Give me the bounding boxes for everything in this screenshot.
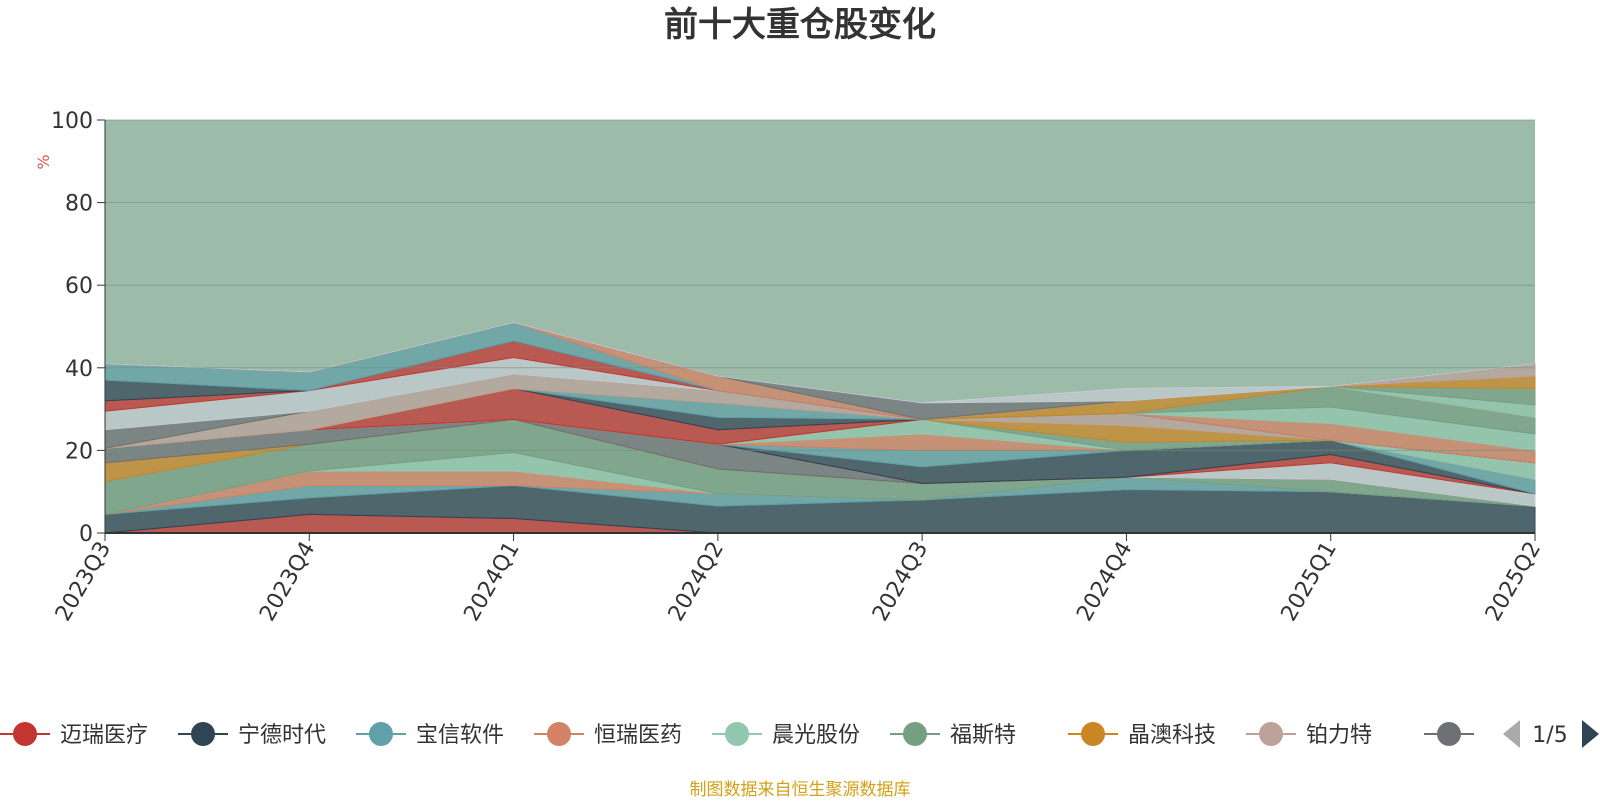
- x-tick-label: 2024Q4: [1072, 538, 1137, 626]
- y-tick-label: 40: [65, 357, 93, 382]
- legend-items: 迈瑞医疗宁德时代宝信软件恒瑞医药晨光股份福斯特晶澳科技铂力特奥特维: [0, 722, 1474, 748]
- y-tick-label: 60: [65, 274, 93, 299]
- y-tick-label: 0: [79, 522, 93, 547]
- legend-item-label: 宝信软件: [416, 723, 504, 748]
- legend-marker: [1081, 722, 1105, 746]
- legend: 迈瑞医疗宁德时代宝信软件恒瑞医药晨光股份福斯特晶澳科技铂力特奥特维1/5: [0, 720, 1599, 748]
- legend-marker: [191, 722, 215, 746]
- area-series-39: [104, 321, 1536, 404]
- legend-next-icon: [1582, 720, 1599, 748]
- legend-marker: [13, 722, 37, 746]
- x-tick-label: 2024Q2: [664, 538, 729, 626]
- gridlines: [105, 119, 1535, 451]
- x-tick-label: 2025Q2: [1481, 538, 1546, 626]
- legend-marker: [725, 722, 749, 746]
- x-tick-label: 2024Q1: [459, 538, 524, 626]
- chart-title: 前十大重仓股变化: [664, 5, 936, 45]
- legend-marker: [1437, 722, 1461, 746]
- legend-marker: [903, 722, 927, 746]
- source-note: 制图数据来自恒生聚源数据库: [690, 780, 911, 800]
- legend-marker: [547, 722, 571, 746]
- legend-item-label: 晶澳科技: [1128, 723, 1216, 748]
- y-axis-label: %: [34, 154, 53, 169]
- x-tick-label: 2023Q3: [51, 538, 116, 626]
- legend-item-label: 福斯特: [950, 723, 1016, 748]
- y-tick-label: 20: [65, 439, 93, 464]
- legend-item-label: 铂力特: [1306, 723, 1372, 748]
- legend-item-label: 晨光股份: [772, 723, 860, 748]
- x-tick-label: 2024Q3: [868, 538, 933, 626]
- legend-page-indicator: 1/5: [1532, 723, 1567, 748]
- legend-marker: [1259, 722, 1283, 746]
- legend-item-label: 恒瑞医药: [594, 723, 682, 748]
- y-tick-label: 80: [65, 192, 93, 217]
- x-tick-label: 2023Q4: [255, 538, 320, 626]
- legend-item-label: 迈瑞医疗: [60, 723, 148, 748]
- legend-prev-icon: [1503, 720, 1520, 748]
- legend-marker: [369, 722, 393, 746]
- y-tick-label: 100: [51, 109, 93, 134]
- area-series-layer: [104, 120, 1536, 534]
- x-tick-label: 2025Q1: [1277, 538, 1342, 626]
- legend-item-label: 宁德时代: [238, 723, 326, 748]
